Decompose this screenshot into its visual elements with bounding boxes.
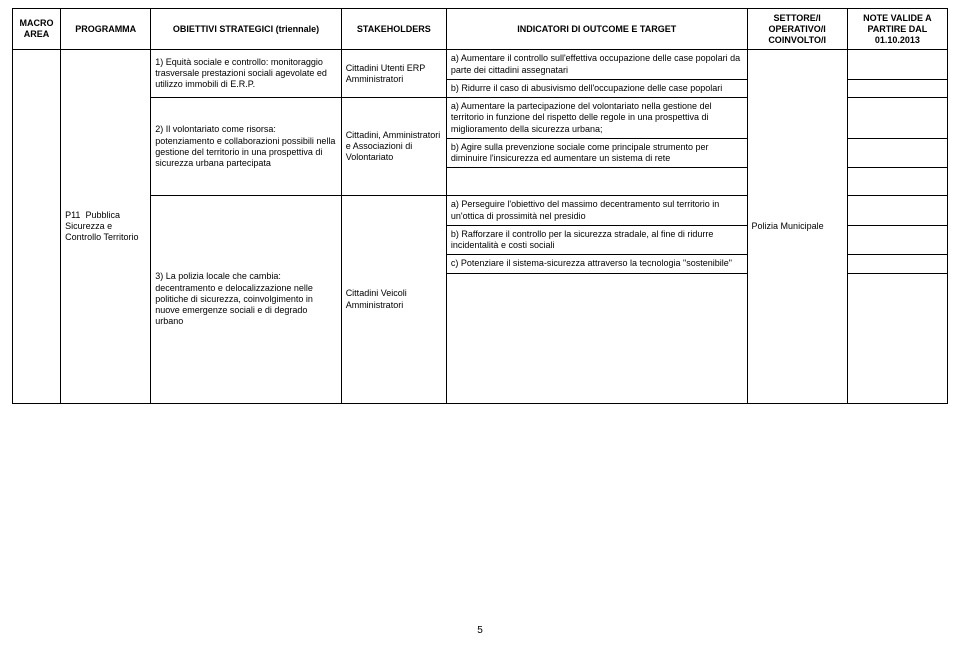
- cell-macro: [13, 50, 61, 403]
- cell-note: [847, 168, 947, 196]
- page-number: 5: [0, 625, 960, 636]
- cell-ind-2b: b) Agire sulla prevenzione sociale come …: [446, 138, 747, 168]
- cell-obj-3: 3) La polizia locale che cambia: decentr…: [151, 196, 341, 403]
- cell-obj-1: 1) Equità sociale e controllo: monitorag…: [151, 50, 341, 98]
- cell-stake-1: Cittadini Utenti ERP Amministratori: [341, 50, 446, 98]
- cell-note: [847, 273, 947, 403]
- cell-note: [847, 255, 947, 273]
- cell-programma: P11 Pubblica Sicurezza e Controllo Terri…: [61, 50, 151, 403]
- th-note: NOTE VALIDE A PARTIRE DAL 01.10.2013: [847, 9, 947, 50]
- cell-obj-2: 2) Il volontariato come risorsa: potenzi…: [151, 98, 341, 196]
- cell-note: [847, 50, 947, 80]
- prog-code: P11: [65, 210, 80, 220]
- main-table: MACRO AREA PROGRAMMA OBIETTIVI STRATEGIC…: [12, 8, 948, 404]
- th-ind: INDICATORI DI OUTCOME E TARGET: [446, 9, 747, 50]
- cell-ind-2a: a) Aumentare la partecipazione del volon…: [446, 98, 747, 139]
- cell-ind-3b: b) Rafforzare il controllo per la sicure…: [446, 225, 747, 255]
- cell-ind-1a: a) Aumentare il controllo sull'effettiva…: [446, 50, 747, 80]
- cell-ind-empty: [446, 168, 747, 196]
- cell-ind-3a: a) Perseguire l'obiettivo del massimo de…: [446, 196, 747, 226]
- th-stake: STAKEHOLDERS: [341, 9, 446, 50]
- table-row: P11 Pubblica Sicurezza e Controllo Terri…: [13, 50, 948, 80]
- th-prog: PROGRAMMA: [61, 9, 151, 50]
- cell-stake-3: Cittadini Veicoli Amministratori: [341, 196, 446, 403]
- cell-note: [847, 98, 947, 139]
- cell-ind-3c: c) Potenziare il sistema-sicurezza attra…: [446, 255, 747, 273]
- th-sett: SETTORE/I OPERATIVO/I COINVOLTO/I: [747, 9, 847, 50]
- header-row: MACRO AREA PROGRAMMA OBIETTIVI STRATEGIC…: [13, 9, 948, 50]
- cell-note: [847, 138, 947, 168]
- cell-note: [847, 196, 947, 226]
- th-macro: MACRO AREA: [13, 9, 61, 50]
- cell-ind-1b: b) Ridurre il caso di abusivismo dell'oc…: [446, 79, 747, 97]
- cell-note: [847, 79, 947, 97]
- cell-sett: Polizia Municipale: [747, 50, 847, 403]
- th-obj: OBIETTIVI STRATEGICI (triennale): [151, 9, 341, 50]
- cell-note: [847, 225, 947, 255]
- cell-ind-empty: [446, 273, 747, 403]
- cell-stake-2: Cittadini, Amministratori e Associazioni…: [341, 98, 446, 196]
